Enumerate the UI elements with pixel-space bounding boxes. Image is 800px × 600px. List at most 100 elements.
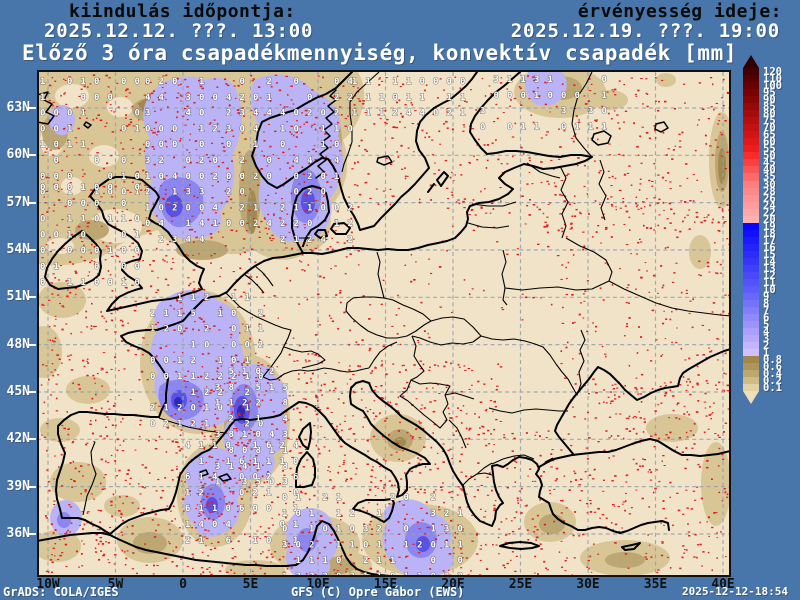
gridpoint-digit: 8 — [229, 446, 234, 456]
gridpoint-digit: 1 — [379, 93, 384, 103]
colorbar-row: 17 — [743, 235, 798, 247]
stipple-dot — [305, 194, 308, 197]
stipple-dot — [645, 132, 649, 134]
colorbar-level-label: 85 — [763, 101, 776, 114]
stipple-dot — [387, 401, 389, 403]
stipple-dot — [648, 469, 651, 471]
stipple-dot — [179, 301, 182, 304]
stipple-dot — [154, 402, 157, 404]
stipple-dot — [456, 494, 459, 496]
colorbar-swatch — [743, 314, 759, 322]
stipple-dot — [650, 435, 653, 437]
stipple-dot — [354, 162, 356, 165]
stipple-dot — [388, 480, 391, 482]
stipple-dot — [428, 283, 430, 285]
stipple-dot — [584, 103, 588, 105]
stipple-dot — [539, 475, 542, 477]
stipple-dot — [503, 434, 505, 436]
gridpoint-digit: 1 — [40, 77, 45, 87]
stipple-dot — [173, 156, 175, 159]
stipple-dot — [311, 250, 314, 252]
stipple-dot — [155, 291, 158, 293]
stipple-dot — [722, 216, 725, 218]
stipple-dot — [357, 206, 360, 208]
stipple-dot — [391, 137, 394, 139]
gridpoint-digit: 1 — [245, 372, 250, 382]
stipple-dot — [346, 383, 349, 385]
stipple-dot — [305, 382, 309, 384]
stipple-dot — [625, 500, 627, 502]
stipple-dot — [102, 352, 106, 354]
stipple-dot — [721, 188, 724, 190]
stipple-dot — [724, 221, 727, 223]
stipple-dot — [547, 430, 550, 432]
stipple-dot — [593, 469, 596, 471]
gridpoint-digit: 0 — [177, 325, 182, 335]
stipple-dot — [244, 160, 247, 162]
stipple-dot — [308, 532, 311, 534]
stipple-dot — [326, 248, 329, 250]
stipple-dot — [406, 513, 409, 515]
stipple-dot — [120, 512, 123, 515]
stipple-dot — [635, 205, 638, 208]
stipple-dot — [276, 483, 279, 486]
stipple-dot — [696, 556, 698, 559]
stipple-dot — [567, 201, 570, 204]
stipple-dot — [724, 168, 727, 170]
gridpoint-digit: 0 — [150, 356, 155, 366]
stipple-dot — [570, 249, 573, 251]
stipple-dot — [237, 112, 240, 114]
stipple-dot — [553, 182, 556, 184]
stipple-dot — [358, 145, 360, 147]
stipple-dot — [544, 81, 547, 84]
stipple-dot — [122, 148, 125, 150]
stipple-dot — [330, 533, 333, 535]
stipple-dot — [637, 241, 640, 244]
stipple-dot — [417, 341, 420, 344]
stipple-dot — [598, 402, 601, 405]
gridpoint-digit: 4 — [267, 219, 273, 229]
stipple-dot — [135, 172, 137, 174]
stipple-dot — [220, 513, 223, 516]
stipple-dot — [290, 192, 293, 195]
gridpoint-digit: 2 — [218, 372, 223, 382]
stipple-dot — [61, 219, 64, 221]
stipple-dot — [348, 196, 351, 198]
stipple-dot — [136, 572, 138, 575]
stipple-dot — [337, 181, 340, 183]
gridpoint-digit: 1 — [296, 556, 301, 566]
stipple-dot — [127, 322, 129, 324]
stipple-dot — [586, 193, 589, 195]
stipple-dot — [384, 109, 387, 112]
stipple-dot — [707, 516, 711, 519]
stipple-dot — [244, 138, 247, 140]
stipple-dot — [299, 490, 303, 492]
stipple-dot — [440, 489, 444, 491]
stipple-dot — [679, 230, 682, 233]
stipple-dot — [335, 294, 338, 296]
stipple-dot — [624, 335, 626, 337]
stipple-dot — [134, 217, 137, 219]
gridpoint-digit: 1 — [309, 525, 314, 535]
stipple-dot — [196, 196, 199, 199]
stipple-dot — [465, 413, 468, 415]
stipple-dot — [200, 567, 204, 569]
stipple-dot — [461, 530, 464, 532]
stipple-dot — [291, 456, 294, 459]
lon-label: 10W — [36, 577, 60, 592]
stipple-dot — [622, 198, 625, 199]
stipple-dot — [369, 409, 372, 410]
stipple-dot — [164, 510, 168, 512]
gridpoint-digit: 3 — [494, 75, 499, 85]
stipple-dot — [134, 300, 137, 302]
stipple-dot — [722, 78, 725, 81]
stipple-dot — [460, 453, 463, 455]
stipple-dot — [473, 155, 475, 158]
stipple-dot — [463, 279, 466, 281]
stipple-dot — [723, 222, 726, 224]
stipple-dot — [310, 126, 313, 128]
stipple-dot — [657, 569, 660, 571]
stipple-dot — [221, 161, 225, 164]
stipple-dot — [665, 391, 668, 394]
stipple-dot — [132, 256, 135, 258]
